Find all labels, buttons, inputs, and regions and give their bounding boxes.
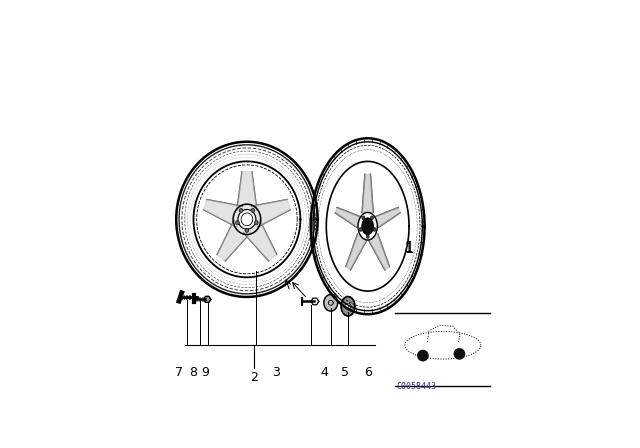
Polygon shape: [362, 174, 373, 212]
Polygon shape: [252, 199, 290, 227]
Text: 3: 3: [271, 366, 280, 379]
Polygon shape: [375, 207, 400, 227]
Ellipse shape: [239, 208, 243, 212]
Polygon shape: [237, 172, 257, 210]
Ellipse shape: [362, 218, 374, 234]
Polygon shape: [335, 207, 360, 227]
Ellipse shape: [373, 228, 376, 231]
Text: 6: 6: [364, 366, 372, 379]
Text: 8: 8: [189, 366, 198, 379]
Text: 1: 1: [405, 242, 413, 255]
Polygon shape: [244, 220, 276, 261]
Text: 9: 9: [202, 366, 209, 379]
Ellipse shape: [371, 216, 374, 220]
Text: 2: 2: [250, 371, 258, 384]
Circle shape: [417, 350, 429, 362]
Circle shape: [454, 348, 465, 360]
Ellipse shape: [362, 216, 365, 220]
Ellipse shape: [245, 228, 249, 233]
Ellipse shape: [236, 221, 239, 225]
Ellipse shape: [359, 228, 362, 231]
Text: 7: 7: [175, 366, 183, 379]
Text: 1: 1: [404, 241, 414, 256]
Polygon shape: [346, 234, 367, 270]
Text: 5: 5: [340, 366, 349, 379]
Ellipse shape: [255, 221, 259, 225]
Polygon shape: [204, 297, 211, 302]
Polygon shape: [217, 220, 250, 261]
Polygon shape: [341, 297, 355, 316]
Text: 4: 4: [320, 366, 328, 379]
Ellipse shape: [366, 235, 369, 238]
Ellipse shape: [251, 208, 255, 212]
Polygon shape: [204, 199, 242, 227]
Polygon shape: [345, 303, 351, 310]
Polygon shape: [324, 294, 338, 311]
Polygon shape: [369, 234, 389, 270]
Text: C0058443: C0058443: [396, 382, 436, 391]
